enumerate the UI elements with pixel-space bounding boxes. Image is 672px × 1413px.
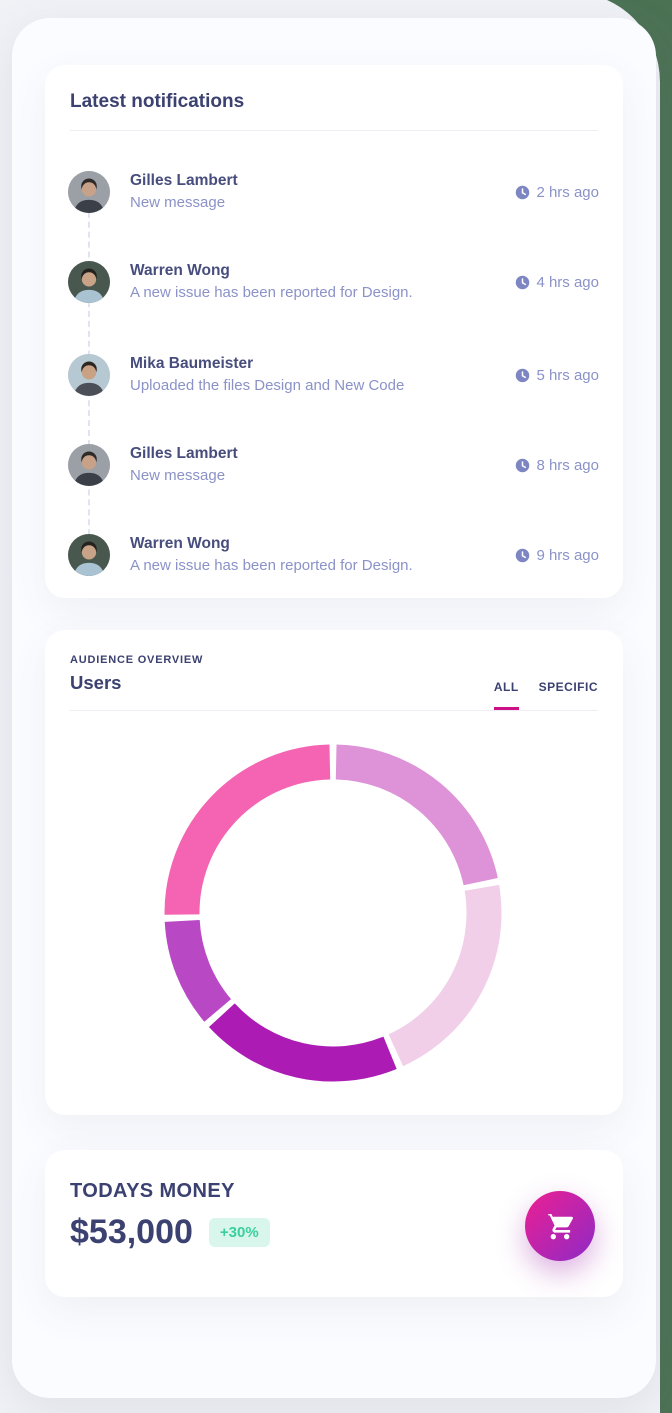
change-badge: +30% (208, 1218, 270, 1247)
divider (70, 710, 598, 711)
shopping-cart-icon (548, 1214, 573, 1240)
timestamp: 9 hrs ago (536, 546, 599, 564)
notification-item[interactable]: Mika Baumeister Uploaded the files Desig… (68, 349, 599, 401)
tab-specific[interactable]: SPECIFIC (538, 680, 598, 694)
notification-name: Gilles Lambert (130, 444, 238, 462)
notification-message: Uploaded the files Design and New Code (130, 376, 405, 394)
notification-item[interactable]: Gilles Lambert New message 8 hrs ago (68, 439, 599, 491)
donut-segment (388, 884, 502, 1067)
clock-icon (516, 368, 530, 382)
audience-title: Users (70, 672, 122, 693)
notification-item[interactable]: Gilles Lambert New message 2 hrs ago (68, 166, 599, 218)
notification-name: Gilles Lambert (130, 171, 238, 189)
notification-time: 2 hrs ago (515, 184, 599, 201)
avatar (68, 444, 110, 486)
notification-time: 4 hrs ago (515, 274, 599, 291)
person-photo-icon (68, 534, 110, 576)
avatar (68, 261, 110, 303)
donut-segment (208, 1003, 397, 1082)
notification-item[interactable]: Warren Wong A new issue has been reporte… (68, 256, 599, 308)
clock-icon (516, 458, 530, 472)
audience-tabs: ALL SPECIFIC (493, 680, 598, 710)
notification-name: Warren Wong (130, 534, 230, 552)
clock-icon (516, 548, 530, 562)
person-photo-icon (68, 444, 110, 486)
todays-money-card: TODAYS MONEY $53,000 +30% (45, 1150, 623, 1297)
donut-segment (164, 744, 331, 915)
notification-name: Warren Wong (130, 261, 230, 279)
cart-button[interactable] (525, 1191, 595, 1261)
timestamp: 8 hrs ago (536, 456, 599, 474)
notification-item[interactable]: Warren Wong A new issue has been reporte… (68, 529, 599, 581)
clock-icon (516, 185, 530, 199)
person-photo-icon (68, 261, 110, 303)
notification-message: A new issue has been reported for Design… (130, 283, 413, 301)
notifications-title: Latest notifications (70, 91, 245, 112)
notification-time: 5 hrs ago (515, 367, 599, 384)
audience-overline: AUDIENCE OVERVIEW (70, 654, 204, 666)
tab-all[interactable]: ALL (493, 680, 519, 710)
users-donut-chart (143, 723, 523, 1103)
donut-chart-svg (164, 744, 502, 1082)
money-title: TODAYS MONEY (70, 1180, 235, 1202)
notifications-card: Latest notifications Gilles Lambert New … (45, 65, 623, 598)
audience-overview-card: AUDIENCE OVERVIEW Users ALL SPECIFIC (45, 630, 623, 1115)
person-photo-icon (68, 354, 110, 396)
clock-icon (516, 275, 530, 289)
donut-segment (335, 744, 498, 886)
person-photo-icon (68, 171, 110, 213)
timestamp: 2 hrs ago (536, 183, 599, 201)
divider (70, 130, 598, 131)
notification-time: 8 hrs ago (515, 457, 599, 474)
notification-time: 9 hrs ago (515, 547, 599, 564)
avatar (68, 171, 110, 213)
timestamp: 4 hrs ago (536, 273, 599, 291)
notification-name: Mika Baumeister (130, 354, 254, 372)
timestamp: 5 hrs ago (536, 366, 599, 384)
donut-segment (164, 919, 232, 1022)
money-amount: $53,000 (70, 1213, 193, 1251)
avatar (68, 534, 110, 576)
avatar (68, 354, 110, 396)
notification-message: New message (130, 466, 226, 484)
notification-message: New message (130, 193, 226, 211)
notification-message: A new issue has been reported for Design… (130, 556, 413, 574)
